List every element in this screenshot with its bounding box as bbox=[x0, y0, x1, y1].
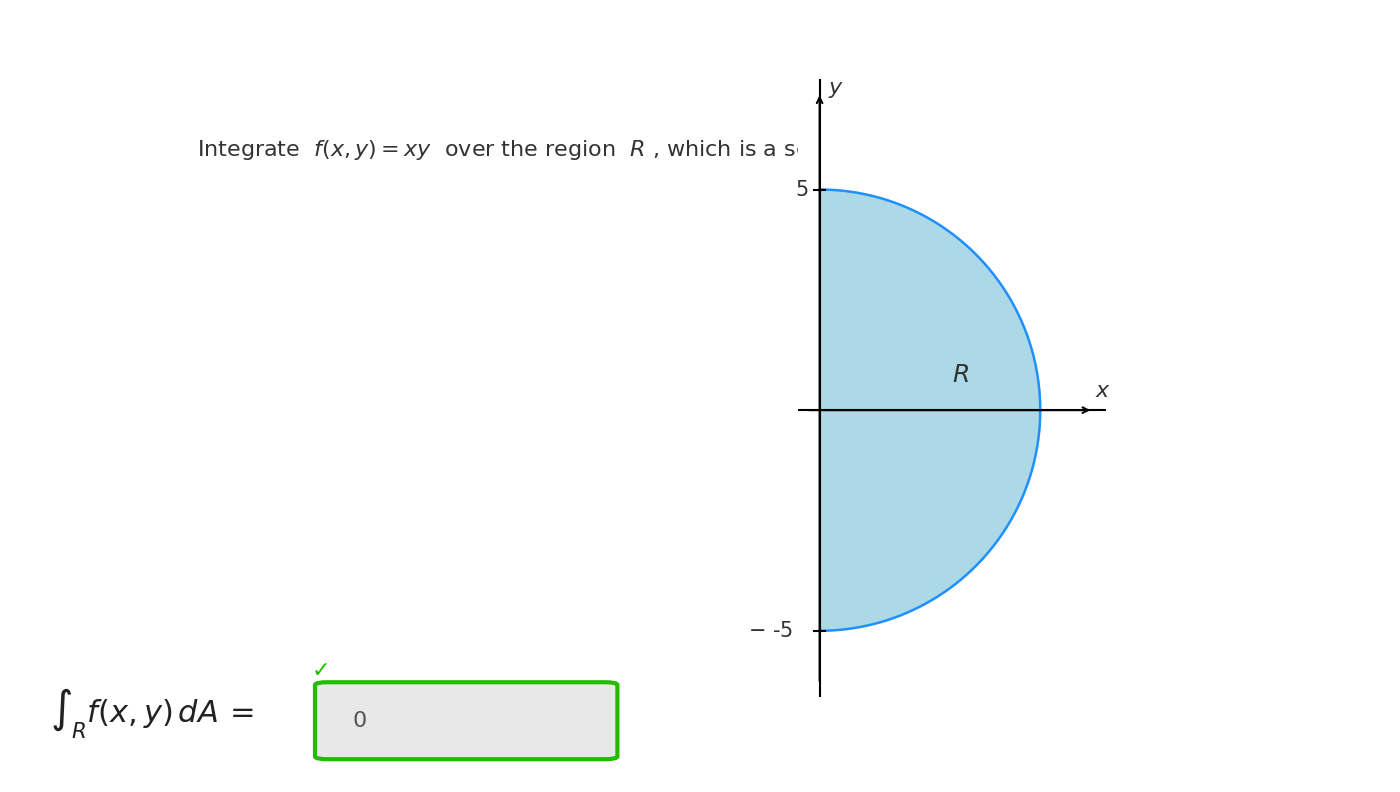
Text: $\int_R f(x, y)\,dA\, =$: $\int_R f(x, y)\,dA\, =$ bbox=[50, 686, 253, 741]
Text: Integrate  $f(x, y) = xy$  over the region  $R$ , which is a semi-circle.: Integrate $f(x, y) = xy$ over the region… bbox=[196, 138, 911, 162]
Text: ✓: ✓ bbox=[312, 661, 330, 681]
Text: 0: 0 bbox=[353, 710, 367, 731]
Text: $-$ -5: $-$ -5 bbox=[748, 621, 794, 641]
Text: x: x bbox=[1095, 381, 1109, 402]
Text: R: R bbox=[952, 363, 970, 386]
Text: 5: 5 bbox=[795, 180, 809, 200]
Text: y: y bbox=[829, 78, 841, 98]
FancyBboxPatch shape bbox=[315, 682, 617, 760]
Polygon shape bbox=[819, 189, 1040, 630]
